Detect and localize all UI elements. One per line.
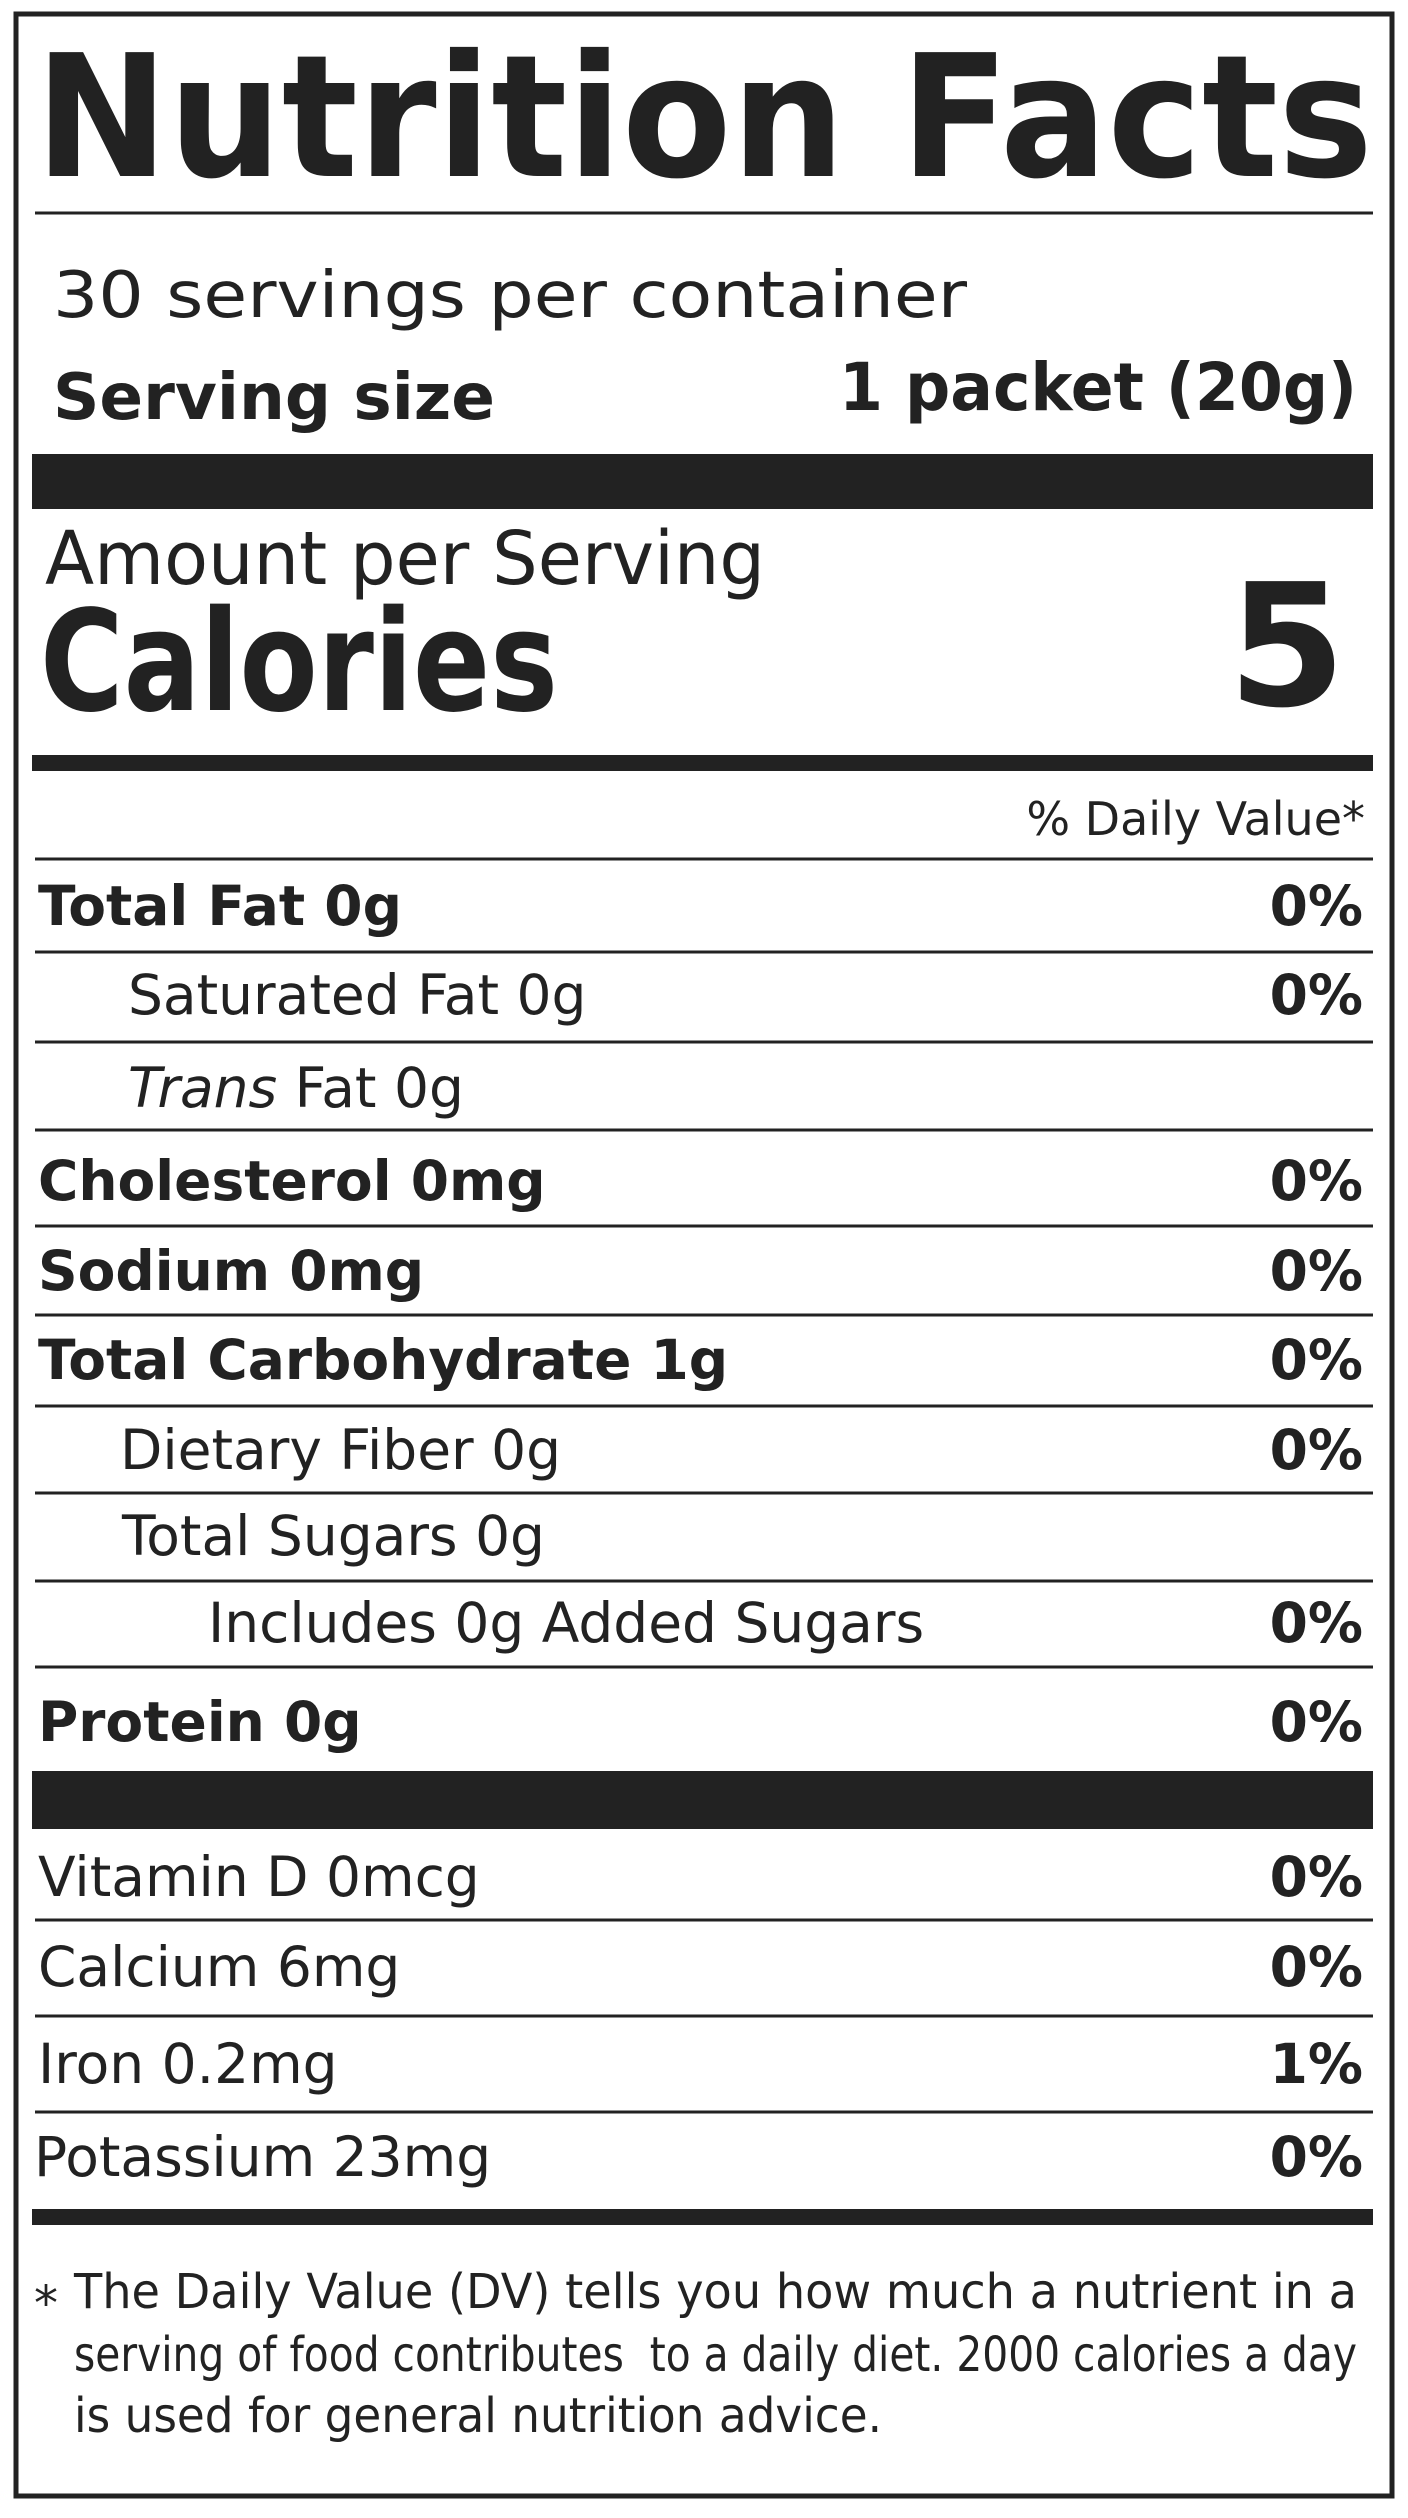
nutrient-label: Potassium 23mg <box>34 2125 491 2189</box>
calories-label: Calories <box>40 581 558 744</box>
thick-bar <box>32 454 1373 509</box>
daily-value: 0% <box>1270 1690 1363 1754</box>
label-text: Calcium 6mg <box>38 1935 400 1999</box>
nutrient-label: Includes 0g Added Sugars <box>208 1591 924 1655</box>
serving-size-value: 1 packet (20g) <box>839 349 1357 426</box>
thick-bar <box>32 1771 1373 1829</box>
footnote-marker: * <box>34 2276 58 2332</box>
label-text: Dietary Fiber 0g <box>120 1418 561 1482</box>
nutrient-label: Protein 0g <box>38 1690 362 1754</box>
vitamin-rows: Vitamin D 0mcg 0% Calcium 6mg 0% Iron 0.2mg 1… <box>34 1845 1373 2189</box>
daily-value: 0% <box>1270 1845 1363 1909</box>
footnote-line: is used for general nutrition advice. <box>74 2388 882 2444</box>
daily-value: 0% <box>1270 1418 1363 1482</box>
nutrient-label: Total Sugars 0g <box>121 1504 545 1568</box>
daily-value: 0% <box>1270 1239 1363 1303</box>
label-text: Iron 0.2mg <box>38 2032 338 2096</box>
nutrient-label: Dietary Fiber 0g <box>120 1418 561 1482</box>
nutrient-label: Cholesterol 0mg <box>38 1149 546 1213</box>
italic-label: Trans <box>128 1056 277 1120</box>
medium-bar <box>32 755 1373 771</box>
daily-value: 0% <box>1270 1149 1363 1213</box>
serving-size-label: Serving size <box>53 361 495 435</box>
daily-value: 0% <box>1270 874 1363 938</box>
daily-value: 0% <box>1270 1591 1363 1655</box>
label-border <box>13 11 1395 2499</box>
footnote-line: The Daily Value (DV) tells you how much … <box>73 2264 1357 2320</box>
footnote-line: serving of food contributes to a daily d… <box>74 2327 1357 2383</box>
nutrient-rows: Total Fat 0g 0% Saturated Fat 0g 0% Trans Fa… <box>35 874 1373 1754</box>
nutrient-label: Iron 0.2mg <box>38 2032 338 2096</box>
nutrient-label: Calcium 6mg <box>38 1935 400 1999</box>
nutrient-label: Total Fat 0g <box>38 874 402 938</box>
label-text: Sodium 0mg <box>38 1239 424 1303</box>
daily-value: 0% <box>1270 1328 1363 1392</box>
label-text: Cholesterol 0mg <box>38 1149 546 1213</box>
daily-value: 0% <box>1270 2125 1363 2189</box>
nutrient-label: Saturated Fat 0g <box>128 963 586 1027</box>
nutrient-label: Trans Fat 0g <box>128 1056 464 1120</box>
calories-value: 5 <box>1228 548 1346 746</box>
label-text: Total Sugars 0g <box>121 1504 545 1568</box>
medium-bar <box>32 2209 1373 2225</box>
label-text: Saturated Fat 0g <box>128 963 586 1027</box>
dv-header: % Daily Value* <box>1026 792 1365 846</box>
nutrient-label: Vitamin D 0mcg <box>38 1845 480 1909</box>
label-text: Protein 0g <box>38 1690 362 1754</box>
nutrient-label: Total Carbohydrate 1g <box>38 1328 728 1392</box>
label-text: Total Carbohydrate 1g <box>38 1328 728 1392</box>
daily-value: 0% <box>1270 1935 1363 1999</box>
label-text: Total Fat 0g <box>38 874 402 938</box>
nutrient-label: Sodium 0mg <box>38 1239 424 1303</box>
title: Nutrition Facts <box>35 19 1373 217</box>
label-text: Fat 0g <box>277 1056 464 1120</box>
amount-per-serving: Amount per Serving <box>45 516 765 602</box>
servings-per-container: 30 servings per container <box>53 259 968 333</box>
label-text: Potassium 23mg <box>34 2125 491 2189</box>
daily-value: 1% <box>1270 2032 1363 2096</box>
label-text: Vitamin D 0mcg <box>38 1845 480 1909</box>
daily-value: 0% <box>1270 963 1363 1027</box>
label-text: Includes 0g Added Sugars <box>208 1591 924 1655</box>
